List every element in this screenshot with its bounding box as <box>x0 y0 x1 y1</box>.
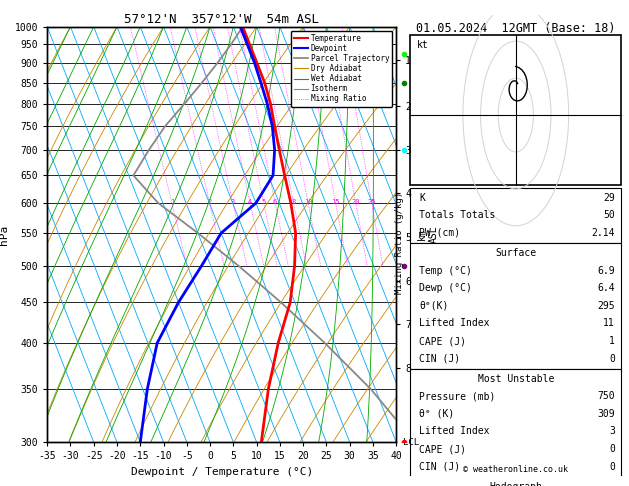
Text: 309: 309 <box>597 409 615 419</box>
Text: 29: 29 <box>603 193 615 203</box>
Text: 0: 0 <box>609 462 615 471</box>
Text: Dewp (°C): Dewp (°C) <box>419 283 472 294</box>
Text: 0: 0 <box>609 353 615 364</box>
Text: LCL: LCL <box>403 438 420 447</box>
Text: CAPE (J): CAPE (J) <box>419 336 466 346</box>
Text: Lifted Index: Lifted Index <box>419 318 489 329</box>
Text: 1: 1 <box>609 336 615 346</box>
Text: 4: 4 <box>248 199 252 205</box>
Text: 6.9: 6.9 <box>597 266 615 276</box>
X-axis label: Dewpoint / Temperature (°C): Dewpoint / Temperature (°C) <box>131 467 313 477</box>
Text: Mixing Ratio (g/kg): Mixing Ratio (g/kg) <box>395 192 404 294</box>
Text: 5: 5 <box>262 199 266 205</box>
Text: 0: 0 <box>609 444 615 454</box>
Text: kt: kt <box>416 40 428 50</box>
Text: 20: 20 <box>352 199 360 205</box>
Bar <box>410 243 621 369</box>
Text: 1: 1 <box>170 199 174 205</box>
Text: 15: 15 <box>331 199 340 205</box>
Text: Lifted Index: Lifted Index <box>419 427 489 436</box>
Text: 3: 3 <box>231 199 235 205</box>
Text: 6.4: 6.4 <box>597 283 615 294</box>
Bar <box>410 188 621 243</box>
Text: θᵉ (K): θᵉ (K) <box>419 409 454 419</box>
Text: 25: 25 <box>367 199 376 205</box>
Y-axis label: hPa: hPa <box>0 225 9 244</box>
Text: CAPE (J): CAPE (J) <box>419 444 466 454</box>
Text: 11: 11 <box>603 318 615 329</box>
Text: Surface: Surface <box>495 248 537 258</box>
Text: 8: 8 <box>291 199 296 205</box>
Text: Pressure (mb): Pressure (mb) <box>419 391 495 401</box>
Text: 295: 295 <box>597 301 615 311</box>
Text: 2.14: 2.14 <box>591 228 615 238</box>
Text: θᵉ(K): θᵉ(K) <box>419 301 448 311</box>
Text: CIN (J): CIN (J) <box>419 462 460 471</box>
Text: Hodograph: Hodograph <box>489 482 542 486</box>
Text: CIN (J): CIN (J) <box>419 353 460 364</box>
Text: 750: 750 <box>597 391 615 401</box>
Bar <box>410 369 621 477</box>
Text: PW (cm): PW (cm) <box>419 228 460 238</box>
Text: K: K <box>419 193 425 203</box>
Text: Most Unstable: Most Unstable <box>477 374 554 384</box>
Text: 2: 2 <box>208 199 212 205</box>
Text: 10: 10 <box>304 199 313 205</box>
Text: 50: 50 <box>603 210 615 221</box>
Text: Temp (°C): Temp (°C) <box>419 266 472 276</box>
Bar <box>410 35 621 186</box>
Legend: Temperature, Dewpoint, Parcel Trajectory, Dry Adiabat, Wet Adiabat, Isotherm, Mi: Temperature, Dewpoint, Parcel Trajectory… <box>291 31 392 106</box>
Text: 6: 6 <box>273 199 277 205</box>
Title: 57°12'N  357°12'W  54m ASL: 57°12'N 357°12'W 54m ASL <box>124 13 320 26</box>
Text: © weatheronline.co.uk: © weatheronline.co.uk <box>464 465 568 474</box>
Text: Totals Totals: Totals Totals <box>419 210 495 221</box>
Y-axis label: km
ASL: km ASL <box>417 226 438 243</box>
Text: 3: 3 <box>609 427 615 436</box>
Text: 01.05.2024  12GMT (Base: 18): 01.05.2024 12GMT (Base: 18) <box>416 21 616 35</box>
Bar <box>410 477 621 486</box>
